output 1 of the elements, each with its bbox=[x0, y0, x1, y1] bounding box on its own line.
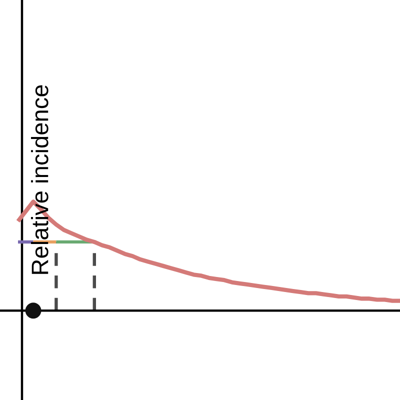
y-axis-title: Relative incidence bbox=[30, 85, 48, 274]
